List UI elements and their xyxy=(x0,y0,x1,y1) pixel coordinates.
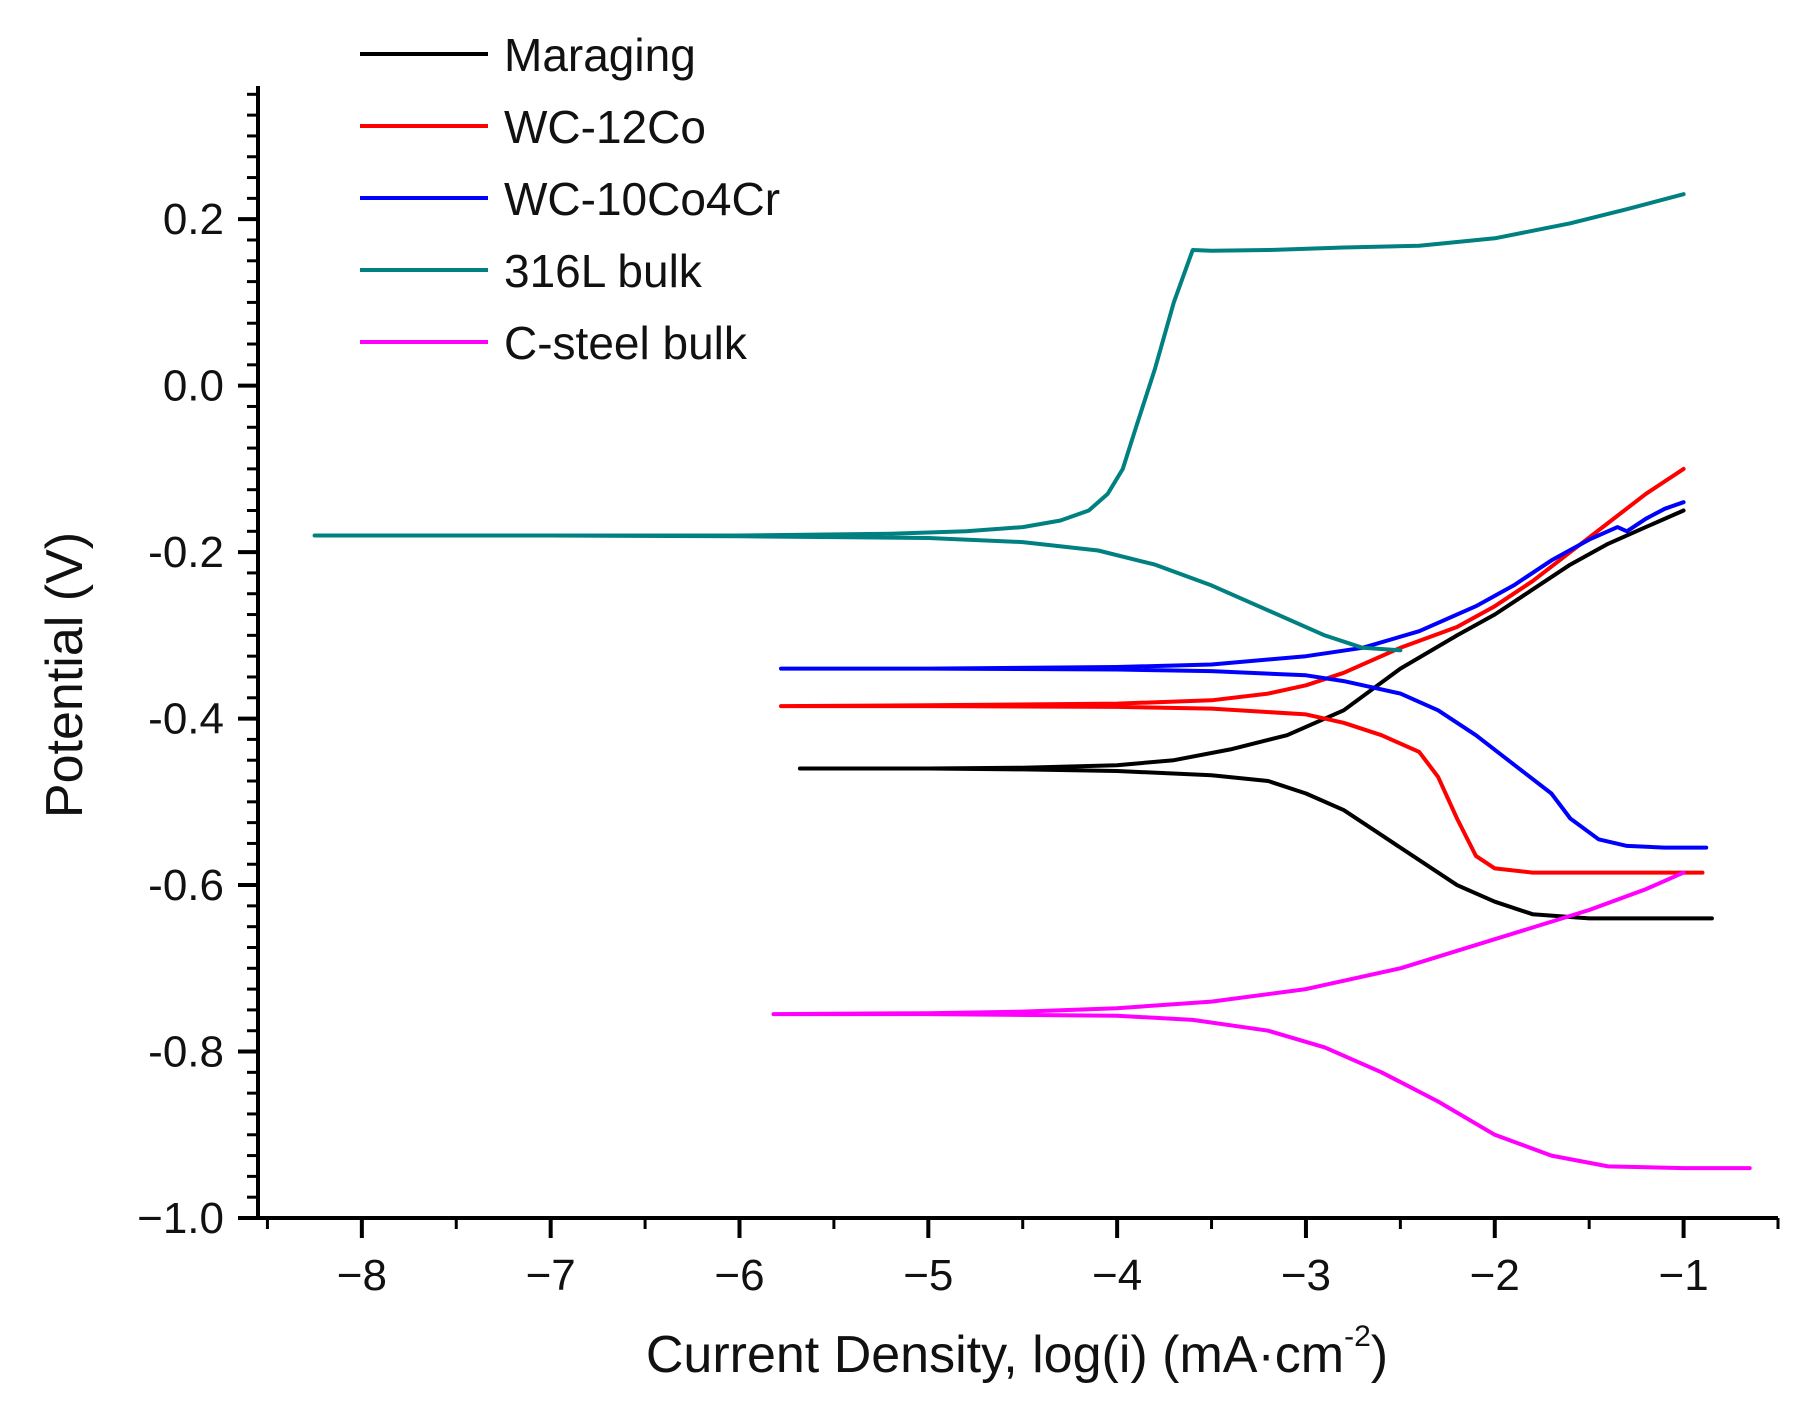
x-tick-label: −1 xyxy=(1659,1251,1709,1300)
y-tick-label: -0.6 xyxy=(148,861,224,910)
x-axis-title: Current Density, log(i) (mA·cm-2) xyxy=(646,1320,1388,1384)
series-line-maraging xyxy=(797,508,1714,921)
y-tick-label: 0.0 xyxy=(163,362,224,411)
x-tick-label: −5 xyxy=(903,1251,953,1300)
legend-label: WC-10Co4Cr xyxy=(504,173,780,225)
x-tick-label: −2 xyxy=(1470,1251,1520,1300)
series-line-316l-bulk xyxy=(312,192,1686,653)
legend-label: WC-12Co xyxy=(504,101,706,153)
legend-label: 316L bulk xyxy=(504,245,703,297)
x-tick-label: −3 xyxy=(1281,1251,1331,1300)
y-tick-label: -0.2 xyxy=(148,528,224,577)
y-tick-label: -0.4 xyxy=(148,695,224,744)
x-axis-title-superscript: -2 xyxy=(1344,1320,1371,1353)
y-axis-title: Potential (V) xyxy=(36,532,94,818)
x-tick-label: −7 xyxy=(526,1251,576,1300)
x-tick-label: −6 xyxy=(714,1251,764,1300)
y-tick-label: 0.2 xyxy=(163,195,224,244)
legend-item-c-steel-bulk: C-steel bulk xyxy=(360,317,748,369)
y-tick-label: −1.0 xyxy=(137,1194,224,1243)
legend-item-wc-12co: WC-12Co xyxy=(360,101,706,153)
legend-item-maraging: Maraging xyxy=(360,29,696,81)
series-line-wc-10co4cr xyxy=(779,500,1709,850)
y-tick-label: -0.8 xyxy=(148,1028,224,1077)
legend: Maraging WC-12Co WC-10Co4Cr 316L bulk C-stee… xyxy=(360,29,780,369)
legend-label: C-steel bulk xyxy=(504,317,748,369)
series-layer xyxy=(312,192,1752,1171)
legend-item-316l-bulk: 316L bulk xyxy=(360,245,703,297)
series-line-wc-12co xyxy=(779,466,1705,875)
legend-label: Maraging xyxy=(504,29,696,81)
legend-item-wc-10co4cr: WC-10Co4Cr xyxy=(360,173,780,225)
x-axis-title-close: ) xyxy=(1371,1326,1388,1384)
x-axis-title-main: Current Density, log(i) (mA·cm xyxy=(646,1326,1344,1384)
series-line-c-steel-bulk xyxy=(771,870,1752,1171)
ticks-layer: −8 −7 −6 −5 −4 −3 −2 −1 −1.0 -0.8 -0.6 -0.4 -0.2 0.0 0… xyxy=(137,92,1780,1300)
x-tick-label: −8 xyxy=(337,1251,387,1300)
x-tick-label: −4 xyxy=(1092,1251,1142,1300)
